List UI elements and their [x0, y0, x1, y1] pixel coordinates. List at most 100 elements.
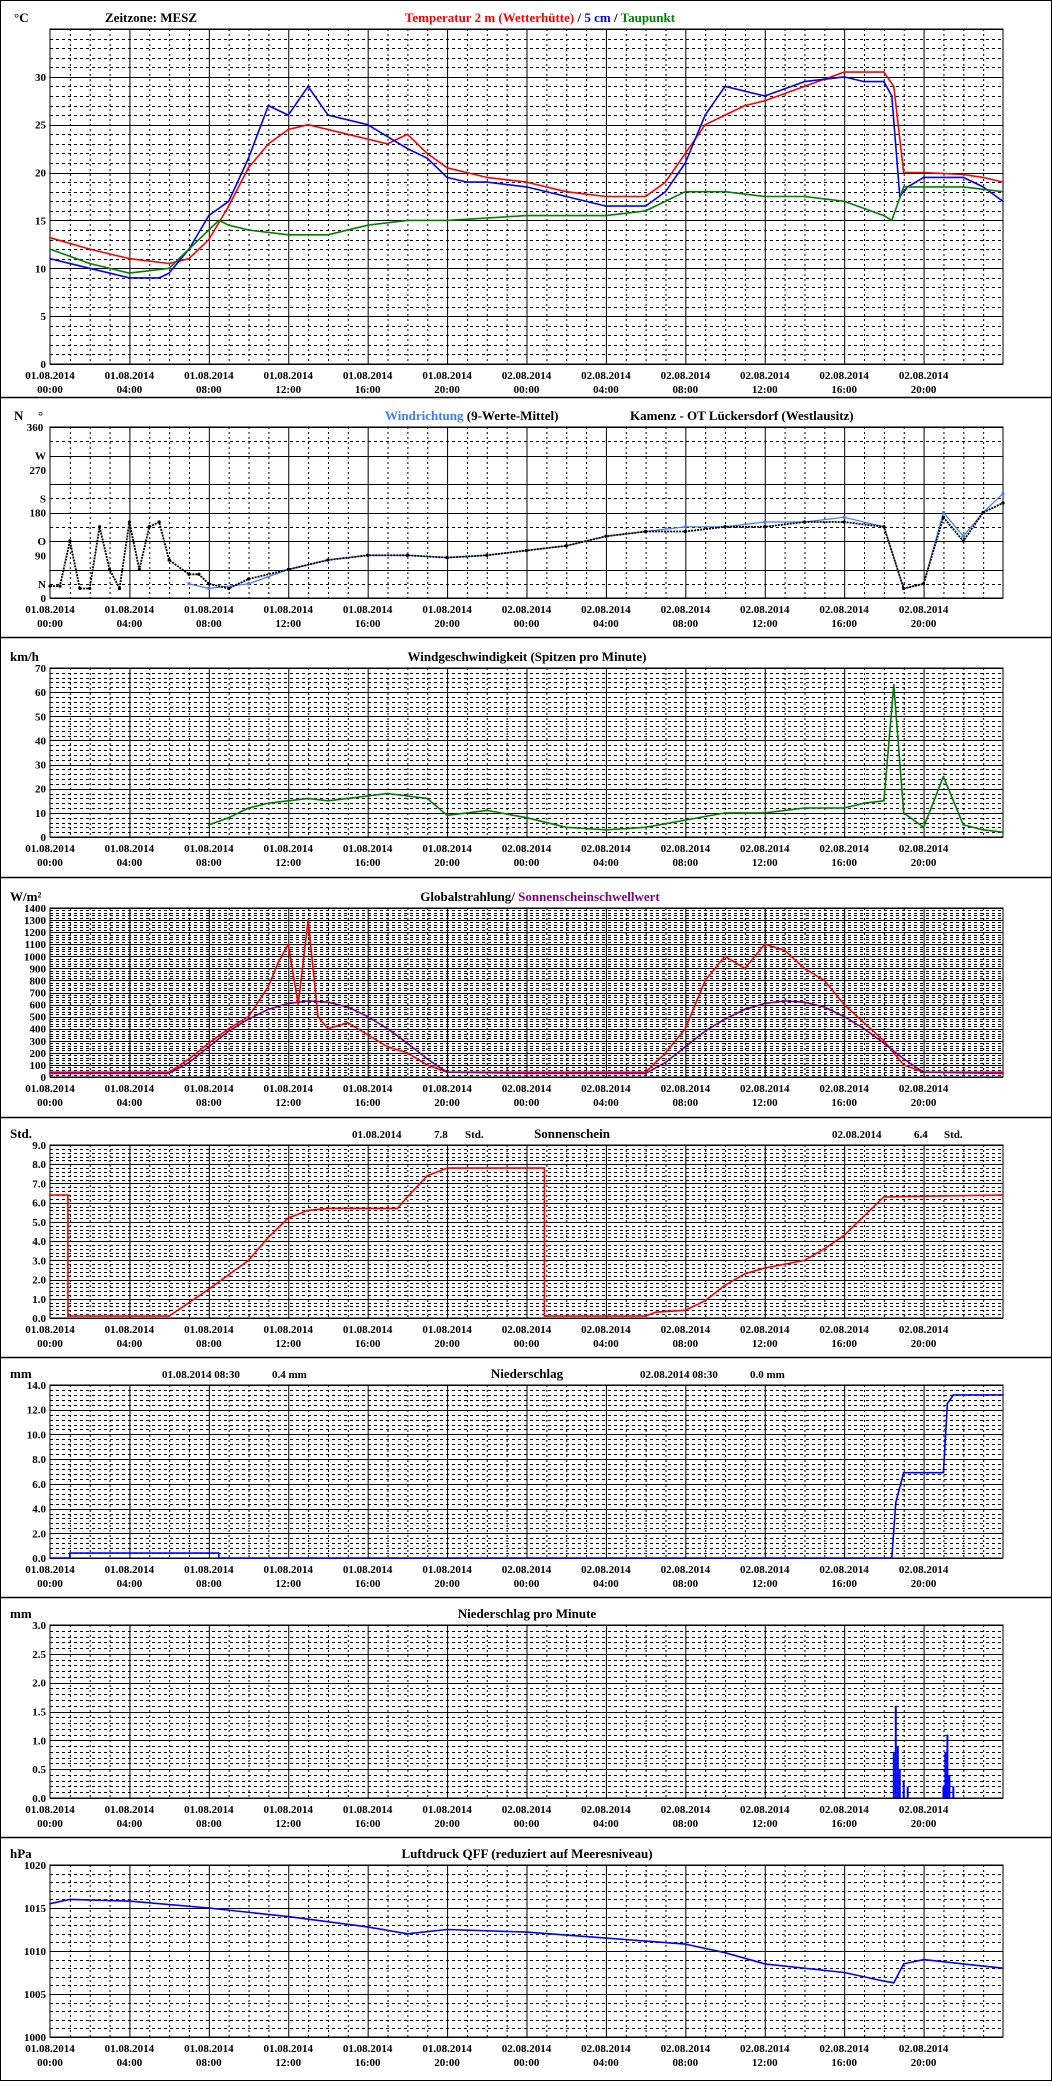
- wind-speed-series-0-point: [485, 809, 488, 812]
- y-tick-label: 12.0: [27, 1405, 47, 1417]
- wind-direction-series-0-point: [961, 534, 965, 538]
- x-tick-date: 02.08.2014: [581, 1083, 631, 1095]
- radiation-series-1-point: [664, 1061, 667, 1064]
- x-tick-time: 12:00: [752, 384, 778, 396]
- radiation-series-1-point: [446, 1071, 448, 1074]
- temperature-series-2-point: [525, 214, 528, 217]
- x-tick-time: 16:00: [355, 857, 381, 869]
- wind-speed-series-0-point: [863, 802, 865, 805]
- temperature-series-1-point: [485, 181, 488, 184]
- x-tick-time: 20:00: [434, 2057, 460, 2069]
- wind-direction-series-0-point: [1001, 491, 1005, 496]
- wind-direction-series-1-point: [117, 586, 122, 591]
- wind-direction-series-0-point: [763, 520, 767, 524]
- radiation-series-0-point: [704, 979, 707, 982]
- radiation-series-1-point: [267, 1008, 270, 1011]
- wind-direction-series-1-point: [207, 582, 211, 586]
- radiation-series-1-point: [207, 1045, 210, 1048]
- y-tick-label: 1.0: [32, 1294, 46, 1306]
- y-tick-label: 30: [35, 760, 47, 772]
- wind-direction-series-0-point: [187, 582, 191, 586]
- x-tick-date: 01.08.2014: [25, 1083, 75, 1095]
- x-tick-time: 20:00: [911, 1338, 937, 1350]
- wind-direction-series-1-point: [227, 586, 231, 591]
- x-tick-date: 02.08.2014: [661, 1804, 711, 1816]
- x-tick-time: 08:00: [196, 384, 222, 396]
- x-tick-date: 01.08.2014: [343, 370, 393, 382]
- radiation-series-0-point: [823, 979, 826, 982]
- pressure-series-0-point: [922, 1958, 925, 1961]
- y-tick-label: W: [35, 451, 46, 463]
- temperature-series-0-point: [267, 142, 270, 145]
- pressure-series-0-point: [902, 1963, 905, 1965]
- temperature-series-0-point: [307, 123, 310, 126]
- temperature-series-2-point: [922, 186, 925, 188]
- y-tick-label: 9.0: [32, 1140, 46, 1152]
- chart-title-part-0: Temperatur 2 m (Wetterhütte): [405, 10, 574, 25]
- radiation-series-1-point: [406, 1042, 409, 1045]
- temperature-series-1-point: [704, 114, 707, 117]
- unit-label: W/m²: [10, 889, 41, 904]
- x-tick-date: 02.08.2014: [581, 604, 631, 616]
- radiation-series-0-point: [843, 1003, 846, 1006]
- radiation-series-0-point: [763, 943, 766, 946]
- y-tick-label: 0.5: [32, 1764, 46, 1776]
- temperature-series-0-point: [743, 104, 746, 107]
- radiation-series-1-point: [168, 1072, 171, 1075]
- temperature-series-1-point: [664, 190, 667, 193]
- temperature-series-1-point: [525, 186, 528, 188]
- x-tick-time: 08:00: [672, 1338, 698, 1350]
- y-tick-label: 500: [30, 1012, 47, 1024]
- sunshine-series-0-point: [446, 1167, 448, 1169]
- chart-title: Globalstrahlung/ Sonnenscheinschwellwert: [420, 889, 660, 904]
- x-tick-time: 04:00: [117, 2057, 143, 2069]
- x-tick-date: 02.08.2014: [502, 2043, 552, 2055]
- timezone-label: Zeitzone: MESZ: [105, 10, 197, 25]
- x-tick-date: 01.08.2014: [105, 370, 155, 382]
- precip-series-0-point: [68, 1552, 71, 1554]
- y-tick-label: 8.0: [32, 1454, 46, 1466]
- y-tick-label: 300: [30, 1036, 47, 1048]
- x-tick-time: 12:00: [275, 1578, 301, 1590]
- pressure-series-0-point: [962, 1963, 965, 1965]
- wind-speed-series-0-point: [1002, 831, 1004, 834]
- x-tick-time: 16:00: [355, 1097, 381, 1109]
- wind-direction-series-1-point: [763, 525, 767, 529]
- sunshine-series-0-point: [307, 1209, 310, 1212]
- y-tick-label: 1200: [24, 927, 47, 939]
- wind-direction-series-1-point: [802, 520, 807, 524]
- temperature-series-0-point: [664, 181, 667, 184]
- x-tick-date: 01.08.2014: [25, 1564, 75, 1576]
- radiation-series-0-point: [684, 1027, 687, 1030]
- y-tick-label: 0: [41, 593, 47, 605]
- x-tick-date: 02.08.2014: [819, 1564, 869, 1576]
- wind-direction-series-1-point: [157, 520, 161, 524]
- x-tick-date: 02.08.2014: [502, 1804, 552, 1816]
- sum1-date: 01.08.2014: [352, 1129, 402, 1141]
- y-tick-label: 2.0: [32, 1678, 46, 1690]
- temperature-series-2-point: [327, 233, 329, 236]
- temperature-series-2-point: [763, 195, 766, 198]
- radiation-series-0-point: [207, 1042, 210, 1045]
- radiation-series-0-point: [664, 1051, 667, 1054]
- temperature-series-1-point: [307, 85, 310, 88]
- sunshine-series-0-point: [396, 1207, 399, 1210]
- wind-direction-series-1-point: [941, 515, 946, 519]
- chart-title-part-1: /: [574, 10, 584, 25]
- temperature-series-2-point: [406, 219, 409, 222]
- sunshine-series-0-point: [406, 1196, 409, 1198]
- y-tick-label: 400: [30, 1024, 47, 1036]
- x-tick-date: 02.08.2014: [899, 1804, 949, 1816]
- y-tick-label: 1020: [24, 1860, 47, 1872]
- radiation-series-0-point: [783, 949, 786, 952]
- wind-speed-series-0-point: [724, 811, 726, 814]
- sunshine-series-0-point: [247, 1259, 250, 1262]
- x-tick-date: 02.08.2014: [581, 1564, 631, 1576]
- y-tick-label: 7.0: [32, 1178, 46, 1190]
- radiation-series-1-point: [327, 1001, 329, 1004]
- temperature-series-2-point: [247, 229, 250, 231]
- x-tick-date: 01.08.2014: [184, 1564, 234, 1576]
- precipitation-panel: 0.0 2.0 4.0 6.0 8.0 10.0 12.0 14.0 01.08.2014 00:…: [10, 1366, 1004, 1590]
- y-tick-label: O: [37, 536, 46, 548]
- radiation-series-1-point: [346, 1006, 349, 1008]
